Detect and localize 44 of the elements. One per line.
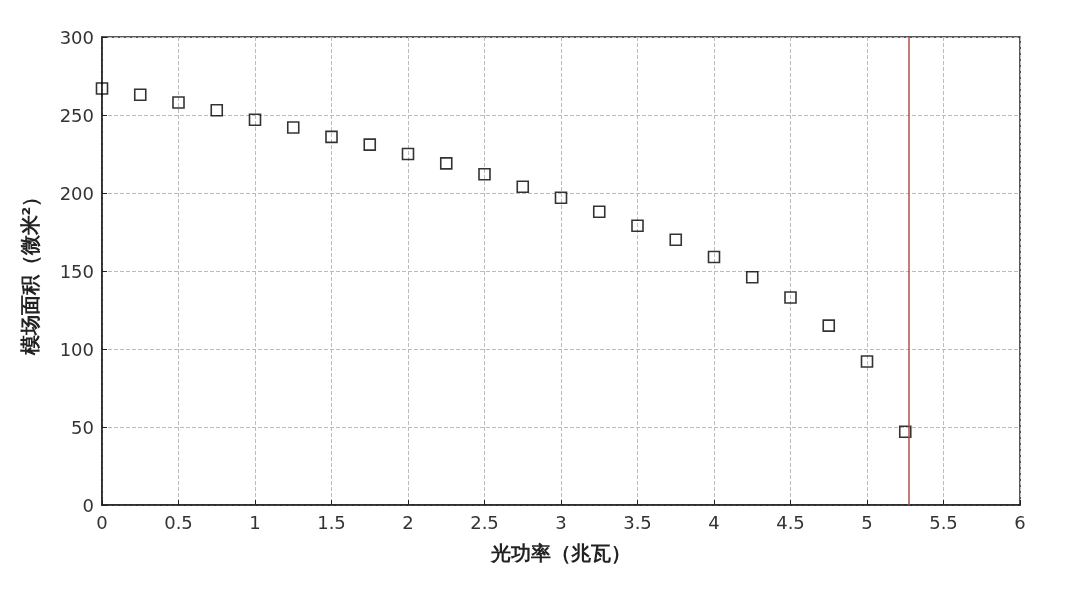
y-tick-label: 300 bbox=[59, 26, 94, 48]
x-tick-label: 0.5 bbox=[164, 511, 193, 533]
point bbox=[516, 180, 530, 194]
x-tick-label: 5 bbox=[861, 511, 873, 533]
y-tick-label: 50 bbox=[71, 416, 94, 438]
y-tick-label: 0 bbox=[82, 494, 94, 516]
point bbox=[363, 138, 377, 151]
point bbox=[478, 167, 491, 181]
x-tick-label: 1 bbox=[249, 511, 261, 533]
x-tick-label: 1.5 bbox=[317, 511, 346, 533]
point bbox=[898, 425, 912, 438]
point bbox=[707, 250, 721, 264]
point bbox=[325, 130, 338, 144]
x-axis-title: 光功率（兆瓦） bbox=[490, 541, 631, 565]
point bbox=[439, 157, 453, 170]
point bbox=[592, 205, 606, 219]
point bbox=[401, 147, 415, 161]
y-tick-label: 150 bbox=[59, 260, 94, 282]
x-tick-label: 3.5 bbox=[623, 511, 652, 533]
y-tick-label: 100 bbox=[59, 338, 94, 360]
y-tick-label: 200 bbox=[59, 182, 94, 204]
point bbox=[172, 96, 185, 109]
x-tick-label: 4.5 bbox=[776, 511, 805, 533]
point bbox=[248, 113, 262, 126]
x-tick-label: 2 bbox=[402, 511, 414, 533]
point bbox=[745, 270, 759, 284]
y-tick-label: 250 bbox=[59, 104, 94, 126]
point bbox=[210, 104, 224, 117]
x-tick-label: 4 bbox=[708, 511, 720, 533]
point bbox=[631, 219, 644, 233]
x-tick-label: 6 bbox=[1014, 511, 1026, 533]
x-tick-label: 2.5 bbox=[470, 511, 499, 533]
x-tick-label: 5.5 bbox=[929, 511, 958, 533]
x-tick-label: 0 bbox=[96, 511, 108, 533]
point bbox=[822, 319, 836, 332]
point bbox=[286, 121, 300, 134]
point bbox=[784, 291, 797, 304]
x-tick-label: 3 bbox=[555, 511, 567, 533]
point bbox=[860, 355, 874, 368]
point bbox=[554, 191, 568, 204]
y-axis-title: 模场面积（微米²） bbox=[18, 186, 42, 357]
point bbox=[133, 88, 147, 102]
point bbox=[669, 233, 683, 247]
point bbox=[95, 82, 109, 95]
